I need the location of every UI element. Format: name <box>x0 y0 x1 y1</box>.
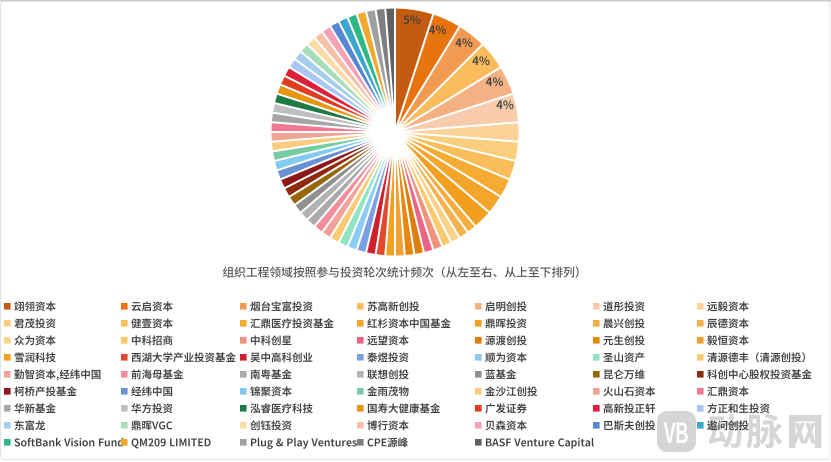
svg-text:VB: VB <box>664 418 689 450</box>
